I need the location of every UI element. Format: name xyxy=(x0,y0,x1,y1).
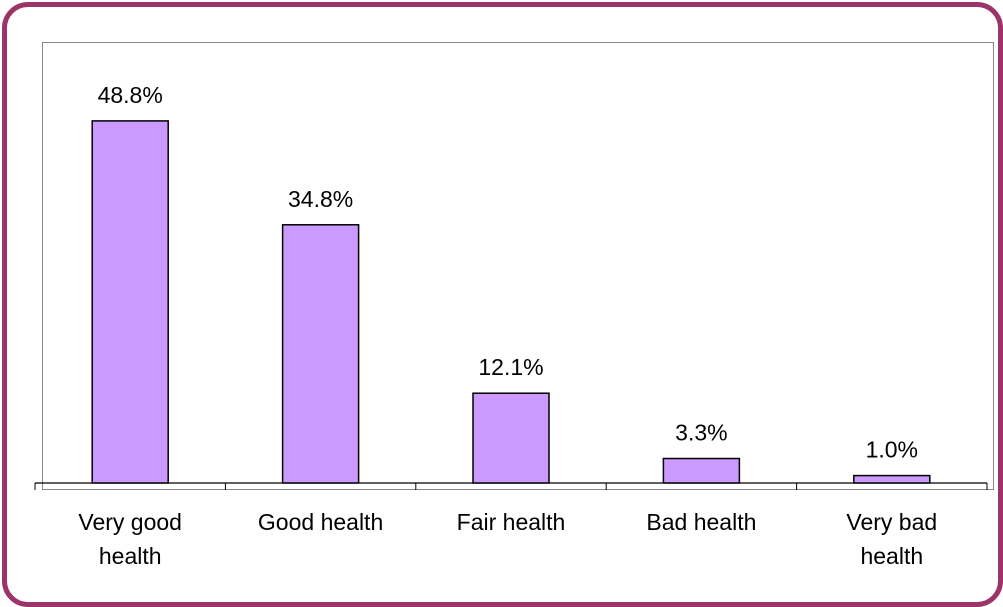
bar xyxy=(91,120,169,484)
data-label: 3.3% xyxy=(675,420,727,446)
category-label-line: Bad health xyxy=(646,509,756,535)
plot-area xyxy=(42,42,994,490)
bar xyxy=(472,392,550,484)
category-label: Bad health xyxy=(646,509,756,535)
bar xyxy=(662,457,741,484)
category-label: Fair health xyxy=(457,509,566,535)
bar xyxy=(281,224,360,484)
category-label-line: Very bad xyxy=(846,509,937,535)
category-label-line: Very good xyxy=(78,509,182,535)
bar xyxy=(853,474,931,484)
category-label-line: health xyxy=(99,543,162,569)
category-label: Very bad health xyxy=(846,509,937,569)
category-label-line: Fair health xyxy=(457,509,566,535)
category-label: Very good health xyxy=(78,509,182,569)
category-label: Good health xyxy=(258,509,383,535)
data-label: 1.0% xyxy=(866,437,918,463)
data-label: 34.8% xyxy=(288,186,353,212)
data-label: 48.8% xyxy=(98,82,163,108)
category-label-line: health xyxy=(860,543,923,569)
category-label-line: Good health xyxy=(258,509,383,535)
data-label: 12.1% xyxy=(478,354,543,380)
